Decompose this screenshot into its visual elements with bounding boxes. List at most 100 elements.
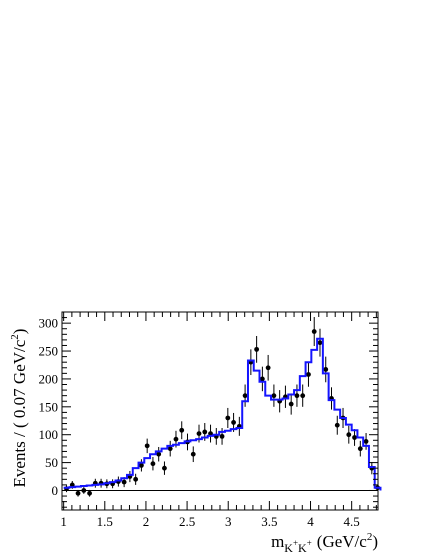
data-marker	[190, 451, 196, 457]
data-marker	[179, 427, 185, 433]
data-point	[208, 424, 213, 443]
data-marker	[87, 490, 92, 496]
data-marker	[167, 446, 173, 452]
data-marker	[352, 435, 357, 440]
data-point	[225, 407, 231, 429]
data-marker	[139, 462, 144, 468]
data-marker	[225, 415, 231, 421]
data-point	[139, 459, 144, 472]
data-marker	[75, 490, 81, 496]
x-tick-label: 4	[307, 514, 314, 529]
data-point	[248, 349, 254, 376]
y-tick-label: 0	[52, 483, 59, 498]
data-point	[242, 384, 248, 407]
data-marker	[219, 433, 225, 439]
data-point	[81, 487, 87, 494]
data-point	[236, 416, 242, 436]
data-marker	[317, 340, 323, 346]
data-point	[283, 385, 288, 408]
x-axis-title-sub1: K	[284, 541, 293, 555]
y-tick-label: 300	[39, 316, 59, 331]
data-marker	[357, 446, 363, 452]
data-point	[288, 393, 294, 415]
x-axis-title-sub2: K	[298, 541, 307, 555]
data-points	[64, 317, 380, 497]
data-point	[92, 478, 98, 488]
x-axis-title-units-sup: 2	[367, 531, 373, 543]
data-marker	[81, 488, 87, 493]
data-marker	[346, 432, 352, 438]
plot-frame	[61, 311, 379, 511]
data-point	[323, 356, 329, 383]
data-point	[259, 366, 265, 392]
data-point	[156, 446, 162, 462]
data-point	[133, 473, 139, 485]
data-marker	[334, 422, 340, 428]
data-marker	[294, 393, 300, 399]
data-point	[75, 489, 81, 497]
y-tick-label: 100	[39, 427, 59, 442]
x-tick-label: 4.5	[344, 514, 360, 529]
data-marker	[311, 329, 317, 334]
data-point	[213, 428, 219, 445]
data-point	[162, 461, 167, 475]
data-point	[317, 328, 323, 357]
data-point	[306, 362, 311, 387]
data-marker	[265, 365, 271, 371]
data-marker	[150, 461, 156, 467]
data-marker	[323, 367, 329, 372]
axes: 1 1.5 2 2.5 3 3.5 4 4.5 0 50 100 150 200 250 300	[39, 311, 378, 529]
data-marker	[196, 431, 202, 436]
x-axis-title-units: (GeV/c	[317, 532, 367, 551]
data-point	[265, 354, 271, 381]
y-axis-title-text: Events / ( 0.07 GeV/c	[10, 339, 29, 487]
y-axis-title-sup: 2	[9, 334, 21, 340]
x-axis-title: mK+K+ (GeV/c2)	[271, 531, 378, 555]
data-point	[127, 470, 133, 483]
data-marker	[156, 451, 162, 457]
x-tick-label: 3.5	[261, 514, 277, 529]
data-marker	[162, 465, 167, 471]
data-point	[357, 440, 363, 457]
data-point	[346, 425, 352, 444]
data-marker	[69, 482, 75, 488]
x-tick-label: 2.5	[179, 514, 195, 529]
data-point	[179, 421, 185, 440]
data-point	[144, 438, 150, 454]
y-tick-label: 150	[39, 399, 59, 414]
data-marker	[121, 479, 127, 485]
data-point	[334, 415, 340, 435]
data-marker	[231, 420, 236, 425]
data-point	[300, 384, 306, 407]
x-axis-title-units-close: )	[372, 532, 378, 551]
data-point	[190, 446, 196, 463]
fit-histogram-line	[63, 337, 382, 491]
x-tick-label: 1	[60, 514, 67, 529]
data-point	[110, 479, 116, 489]
data-marker	[208, 431, 213, 436]
x-tick-label: 2	[143, 514, 150, 529]
y-tick-label: 250	[39, 344, 59, 359]
data-point	[167, 440, 173, 457]
data-marker	[133, 476, 139, 482]
data-point	[115, 476, 121, 487]
y-tick-label: 200	[39, 371, 59, 386]
data-point	[352, 429, 357, 446]
data-marker	[144, 443, 150, 449]
data-marker	[306, 372, 311, 377]
data-marker	[271, 393, 277, 399]
x-tick-label: 1.5	[97, 514, 113, 529]
x-axis-title-base: m	[271, 532, 284, 551]
y-axis-title: Events / ( 0.07 GeV/c2)	[9, 329, 29, 488]
y-tick-label: 50	[45, 455, 58, 470]
x-tick-label: 3	[225, 514, 232, 529]
data-point	[329, 387, 334, 410]
x-axis-title-sup1: +	[293, 538, 298, 548]
data-point	[64, 485, 69, 493]
data-point	[271, 384, 277, 407]
plot-area	[61, 311, 379, 511]
data-marker	[242, 393, 248, 399]
data-point	[294, 384, 300, 407]
data-point	[150, 457, 156, 471]
